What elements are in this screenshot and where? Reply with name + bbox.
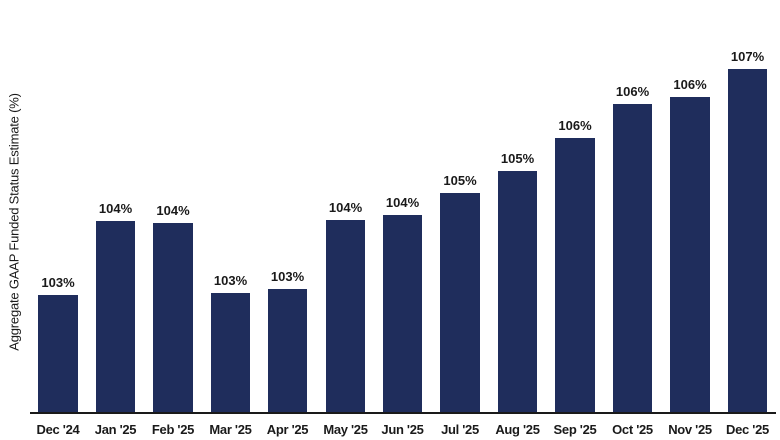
bar xyxy=(555,138,595,413)
data-label: 105% xyxy=(500,151,535,166)
data-label: 105% xyxy=(443,173,477,188)
data-label: 104% xyxy=(98,201,133,216)
bar xyxy=(211,293,250,413)
x-tick-label: Nov '25 xyxy=(668,422,712,437)
data-label: 103% xyxy=(213,273,248,288)
x-tick-label: Dec '25 xyxy=(726,422,769,437)
data-label: 103% xyxy=(270,269,305,284)
bar xyxy=(96,221,135,413)
data-label: 106% xyxy=(615,84,650,99)
bar xyxy=(728,69,767,413)
x-tick-label: Jan '25 xyxy=(94,422,137,437)
data-label: 106% xyxy=(673,77,707,92)
x-tick-label: Oct '25 xyxy=(612,422,653,437)
x-tick-label: Dec '24 xyxy=(36,422,80,437)
data-label: 104% xyxy=(156,203,190,218)
x-tick-label: Mar '25 xyxy=(209,422,252,437)
bar xyxy=(268,289,307,413)
data-label: 106% xyxy=(558,118,592,133)
bar xyxy=(670,97,710,413)
bar xyxy=(38,295,78,413)
bar xyxy=(440,193,480,413)
x-tick-label: Jul '25 xyxy=(441,422,479,437)
x-tick-label: Feb '25 xyxy=(151,422,195,437)
y-axis-label: Aggregate GAAP Funded Status Estimate (%… xyxy=(6,93,22,351)
data-label: 107% xyxy=(730,49,765,64)
bar xyxy=(326,220,365,413)
bar xyxy=(153,223,193,413)
x-tick-label: Jun '25 xyxy=(381,422,424,437)
bar xyxy=(613,104,652,413)
x-tick-label: Aug '25 xyxy=(495,422,540,437)
bar xyxy=(383,215,422,413)
data-label: 104% xyxy=(385,195,420,210)
data-label: 104% xyxy=(328,200,363,215)
x-tick-label: Apr '25 xyxy=(266,422,309,437)
x-axis-line xyxy=(30,412,776,414)
x-tick-label: Sep '25 xyxy=(553,422,597,437)
data-label: 103% xyxy=(41,275,75,290)
bar xyxy=(498,171,537,413)
x-tick-label: May '25 xyxy=(323,422,368,437)
